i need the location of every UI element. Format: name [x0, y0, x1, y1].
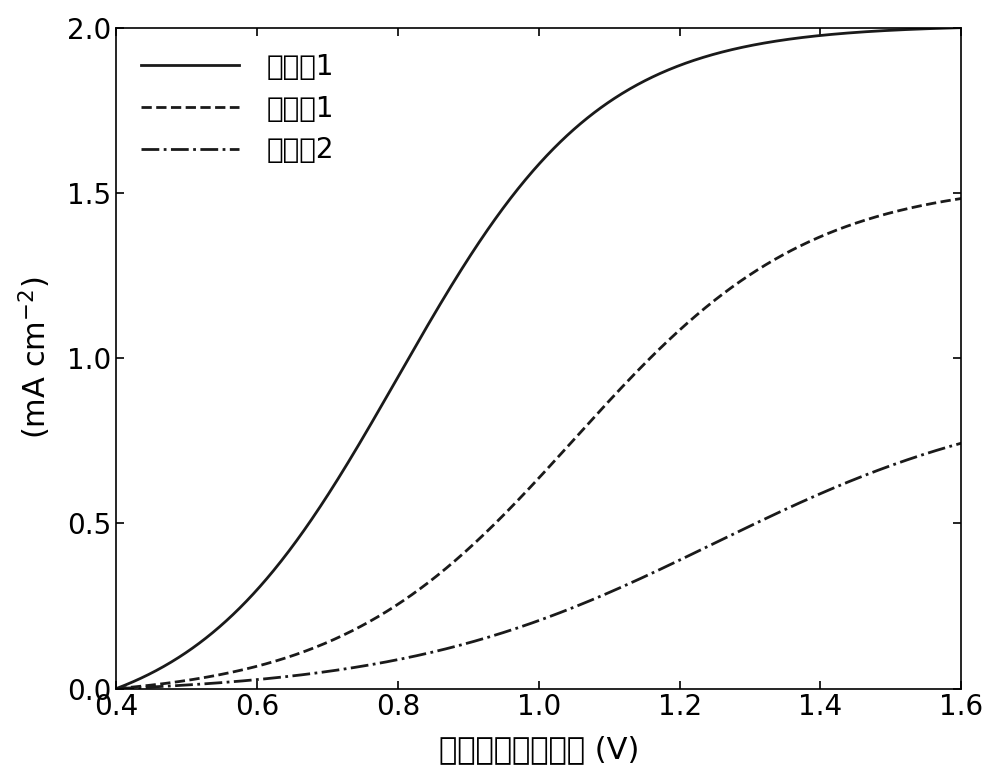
- 对比例2: [482, 633, 494, 642]
- 对比例1: [110, 684, 122, 694]
- Line: 对比例1: 对比例1: [116, 198, 961, 689]
- 对比例2: [769, 509, 781, 519]
- 对比例1: [482, 526, 494, 535]
- Y-axis label: (mA cm$^{-2}$): (mA cm$^{-2}$): [17, 276, 53, 440]
- Legend: 实施例1, 对比例1, 对比例2: 实施例1, 对比例1, 对比例2: [130, 41, 345, 176]
- Line: 对比例2: 对比例2: [116, 443, 961, 689]
- X-axis label: 对可逆氢电极电位 (V): 对可逆氢电极电位 (V): [439, 736, 639, 765]
- 对比例2: [110, 684, 122, 694]
- 实施例1: [452, 270, 464, 280]
- 实施例1: [769, 37, 781, 46]
- 实施例1: [482, 224, 494, 234]
- 对比例1: [769, 255, 781, 264]
- 实施例1: [691, 55, 703, 64]
- 对比例1: [691, 310, 703, 319]
- Line: 实施例1: 实施例1: [116, 27, 961, 689]
- 对比例1: [197, 673, 209, 683]
- 对比例1: [452, 554, 464, 563]
- 实施例1: [110, 684, 122, 694]
- 实施例1: [955, 23, 967, 32]
- 对比例2: [784, 502, 796, 512]
- 对比例2: [197, 679, 209, 689]
- 对比例2: [955, 438, 967, 448]
- 实施例1: [197, 636, 209, 645]
- 对比例1: [784, 246, 796, 255]
- 对比例2: [691, 547, 703, 557]
- 对比例1: [955, 194, 967, 203]
- 实施例1: [784, 34, 796, 44]
- 对比例2: [452, 641, 464, 651]
